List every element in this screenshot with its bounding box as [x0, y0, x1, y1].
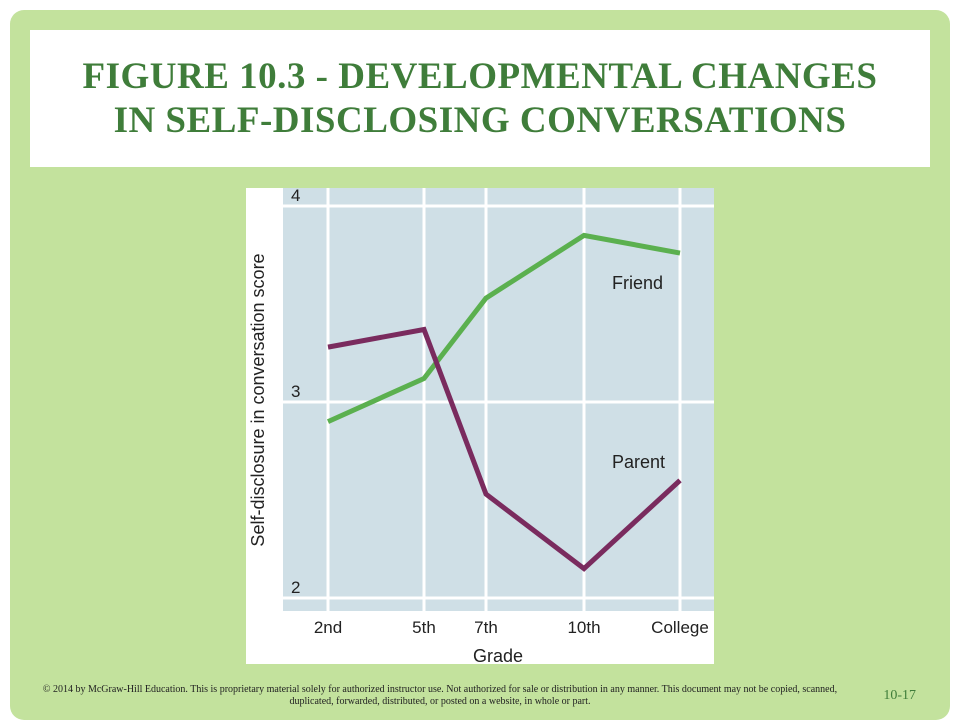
chart-svg: 2 3 4 2nd 5th 7th 10th College Friend Parent Self…: [248, 188, 714, 664]
title-box: Figure 10.3 - Developmental changes in s…: [30, 30, 930, 167]
x-tick-label: 2nd: [314, 618, 342, 637]
copyright-notice: © 2014 by McGraw-Hill Education. This is…: [42, 684, 838, 707]
grid-lines: [283, 188, 714, 611]
y-tick-label: 2: [291, 578, 300, 597]
x-axis-title: Grade: [473, 646, 523, 664]
line-chart: 2 3 4 2nd 5th 7th 10th College Friend Parent Self…: [246, 188, 714, 664]
x-tick-label: 10th: [567, 618, 600, 637]
page-number: 10-17: [883, 688, 916, 703]
series-label-friend: Friend: [612, 273, 663, 293]
series-label-parent: Parent: [612, 452, 665, 472]
title-inner: Figure 10.3 - Developmental changes in s…: [38, 38, 922, 159]
x-tick-label: 5th: [412, 618, 436, 637]
series-layer: [326, 232, 682, 572]
slide-title: Figure 10.3 - Developmental changes in s…: [82, 55, 878, 141]
x-tick-label: 7th: [474, 618, 498, 637]
label-layer: 2 3 4 2nd 5th 7th 10th College Friend Parent: [291, 188, 709, 637]
plot-area: [283, 188, 714, 611]
y-tick-label: 3: [291, 382, 300, 401]
y-tick-label: 4: [291, 188, 300, 205]
x-tick-label: College: [651, 618, 709, 637]
y-axis-title: Self-disclosure in conversation score: [248, 253, 268, 546]
